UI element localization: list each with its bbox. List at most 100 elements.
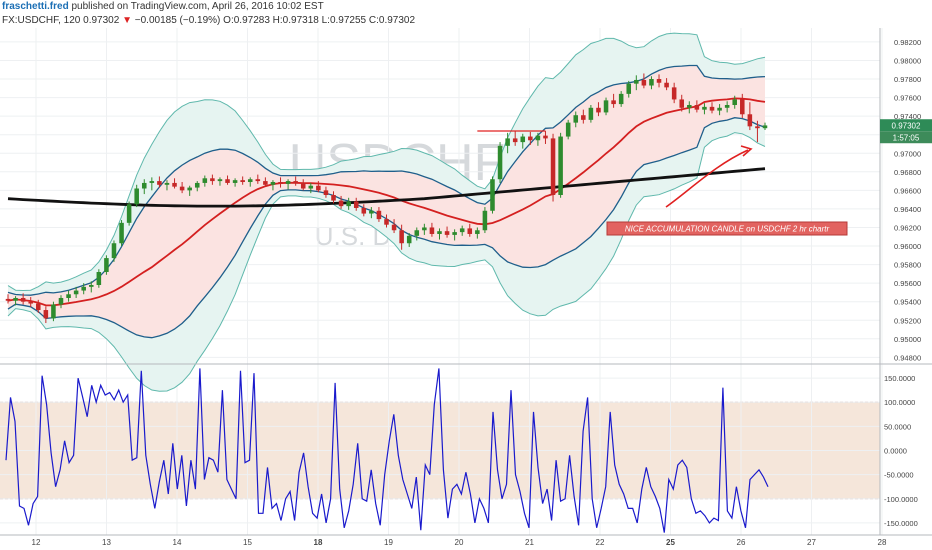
candle-body — [13, 297, 18, 301]
candle-body — [73, 290, 79, 295]
candle-body — [717, 107, 722, 111]
price-tick-label: 0.95800 — [894, 261, 921, 270]
candle-body — [603, 100, 609, 113]
time-tick-label: 25 — [666, 538, 675, 547]
candle-body — [134, 188, 139, 205]
candle-body — [747, 114, 753, 127]
price-tick-label: 0.98000 — [894, 56, 921, 65]
bollinger-outer-upper-line — [7, 32, 766, 292]
candle-body — [671, 87, 677, 100]
candle-body — [88, 284, 94, 287]
candle-body — [278, 182, 283, 184]
candle-body — [535, 135, 541, 141]
last-price: 0.97302 — [83, 15, 120, 26]
low-value: L:0.97255 — [321, 15, 367, 26]
candle-body — [255, 179, 261, 182]
candle-body — [687, 105, 692, 108]
publish-info: published on TradingView.com, April 26, … — [71, 1, 324, 12]
candle-body — [58, 297, 64, 305]
price-tick-label: 0.96000 — [894, 242, 921, 251]
price-tick-label: 0.97800 — [894, 75, 921, 84]
last-price-badge — [880, 119, 932, 132]
annotation-box — [606, 221, 848, 236]
high-value: H:0.97318 — [272, 15, 319, 26]
candle-body — [300, 182, 306, 189]
down-arrow-icon: ▼ — [122, 15, 132, 26]
candle-body — [331, 195, 336, 201]
candle-body — [505, 138, 510, 146]
price-tick-label: 0.97000 — [894, 149, 921, 158]
candle-body — [149, 181, 155, 183]
time-tick-label: 13 — [102, 538, 111, 547]
candle-body — [217, 179, 223, 182]
price-tick-label: 0.96400 — [894, 205, 921, 214]
candle-body — [709, 106, 715, 111]
time-tick-label: 18 — [314, 538, 323, 547]
candle-body — [338, 200, 344, 207]
candle-body — [641, 79, 647, 86]
candle-body — [406, 235, 412, 244]
candle-body — [596, 107, 601, 113]
time-tick-label: 19 — [384, 538, 393, 547]
candle-body — [179, 186, 185, 191]
oscillator-line — [5, 368, 769, 533]
bollinger-outer-lower-line — [7, 132, 766, 392]
oscillator-tick-label: -100.0000 — [884, 495, 918, 504]
candle-body — [399, 230, 404, 244]
candle-body — [263, 181, 268, 185]
candle-body — [444, 231, 450, 235]
candle-body — [732, 99, 737, 106]
candle-body — [66, 294, 71, 298]
candle-body — [210, 178, 215, 182]
candle-body — [28, 301, 33, 304]
candle-body — [157, 181, 162, 185]
candle-body — [81, 286, 86, 291]
open-value: O:0.97283 — [223, 15, 270, 26]
publish-line: fraschetti.fred published on TradingView… — [2, 1, 324, 12]
candle-body — [520, 136, 526, 143]
time-tick-label: 26 — [737, 538, 746, 547]
author-link[interactable]: fraschetti.fred — [2, 1, 69, 12]
candle-body — [649, 79, 654, 86]
price-tick-label: 0.97600 — [894, 94, 921, 103]
candle-body — [225, 179, 230, 183]
candle-body — [512, 138, 518, 143]
candle-body — [270, 182, 276, 185]
oscillator-tick-label: 0.0000 — [884, 447, 907, 456]
candle-body — [702, 106, 707, 110]
candle-body — [422, 227, 427, 231]
candle-body — [20, 297, 26, 302]
candle-body — [346, 201, 351, 207]
candle-body — [111, 243, 117, 259]
candle-body — [376, 210, 382, 220]
price-tick-label: 0.95600 — [894, 279, 921, 288]
candle-body — [202, 178, 208, 183]
candle-body — [172, 182, 177, 187]
time-tick-label: 27 — [807, 538, 816, 547]
candle-body — [323, 190, 329, 195]
candle-body — [762, 125, 768, 129]
symbol-info-line: FX:USDCHF, 120 0.97302 ▼ −0.00185 (−0.19… — [2, 15, 415, 26]
candle-body — [459, 228, 465, 233]
candle-body — [679, 99, 685, 108]
candle-body — [528, 136, 533, 141]
price-tick-label: 0.94800 — [894, 353, 921, 362]
price-tick-label: 0.98200 — [894, 38, 921, 47]
candle-body — [187, 187, 192, 191]
candle-body — [452, 232, 457, 235]
candle-body — [51, 304, 56, 319]
candle-body — [611, 100, 616, 105]
candle-body — [482, 210, 488, 231]
annotation-text: NICE ACCUMULATION CANDLE on USDCHF 2 hr … — [625, 225, 830, 234]
annotation-arrow — [665, 149, 749, 208]
candle-body — [755, 126, 760, 129]
candle-body — [119, 222, 124, 244]
candle-body — [141, 182, 147, 189]
candle-body — [293, 181, 298, 183]
candle-body — [588, 107, 594, 120]
candle-body — [694, 105, 700, 110]
candle-body — [550, 138, 556, 195]
candle-body — [247, 179, 253, 183]
countdown-badge-text: 1:57:05 — [893, 134, 920, 143]
